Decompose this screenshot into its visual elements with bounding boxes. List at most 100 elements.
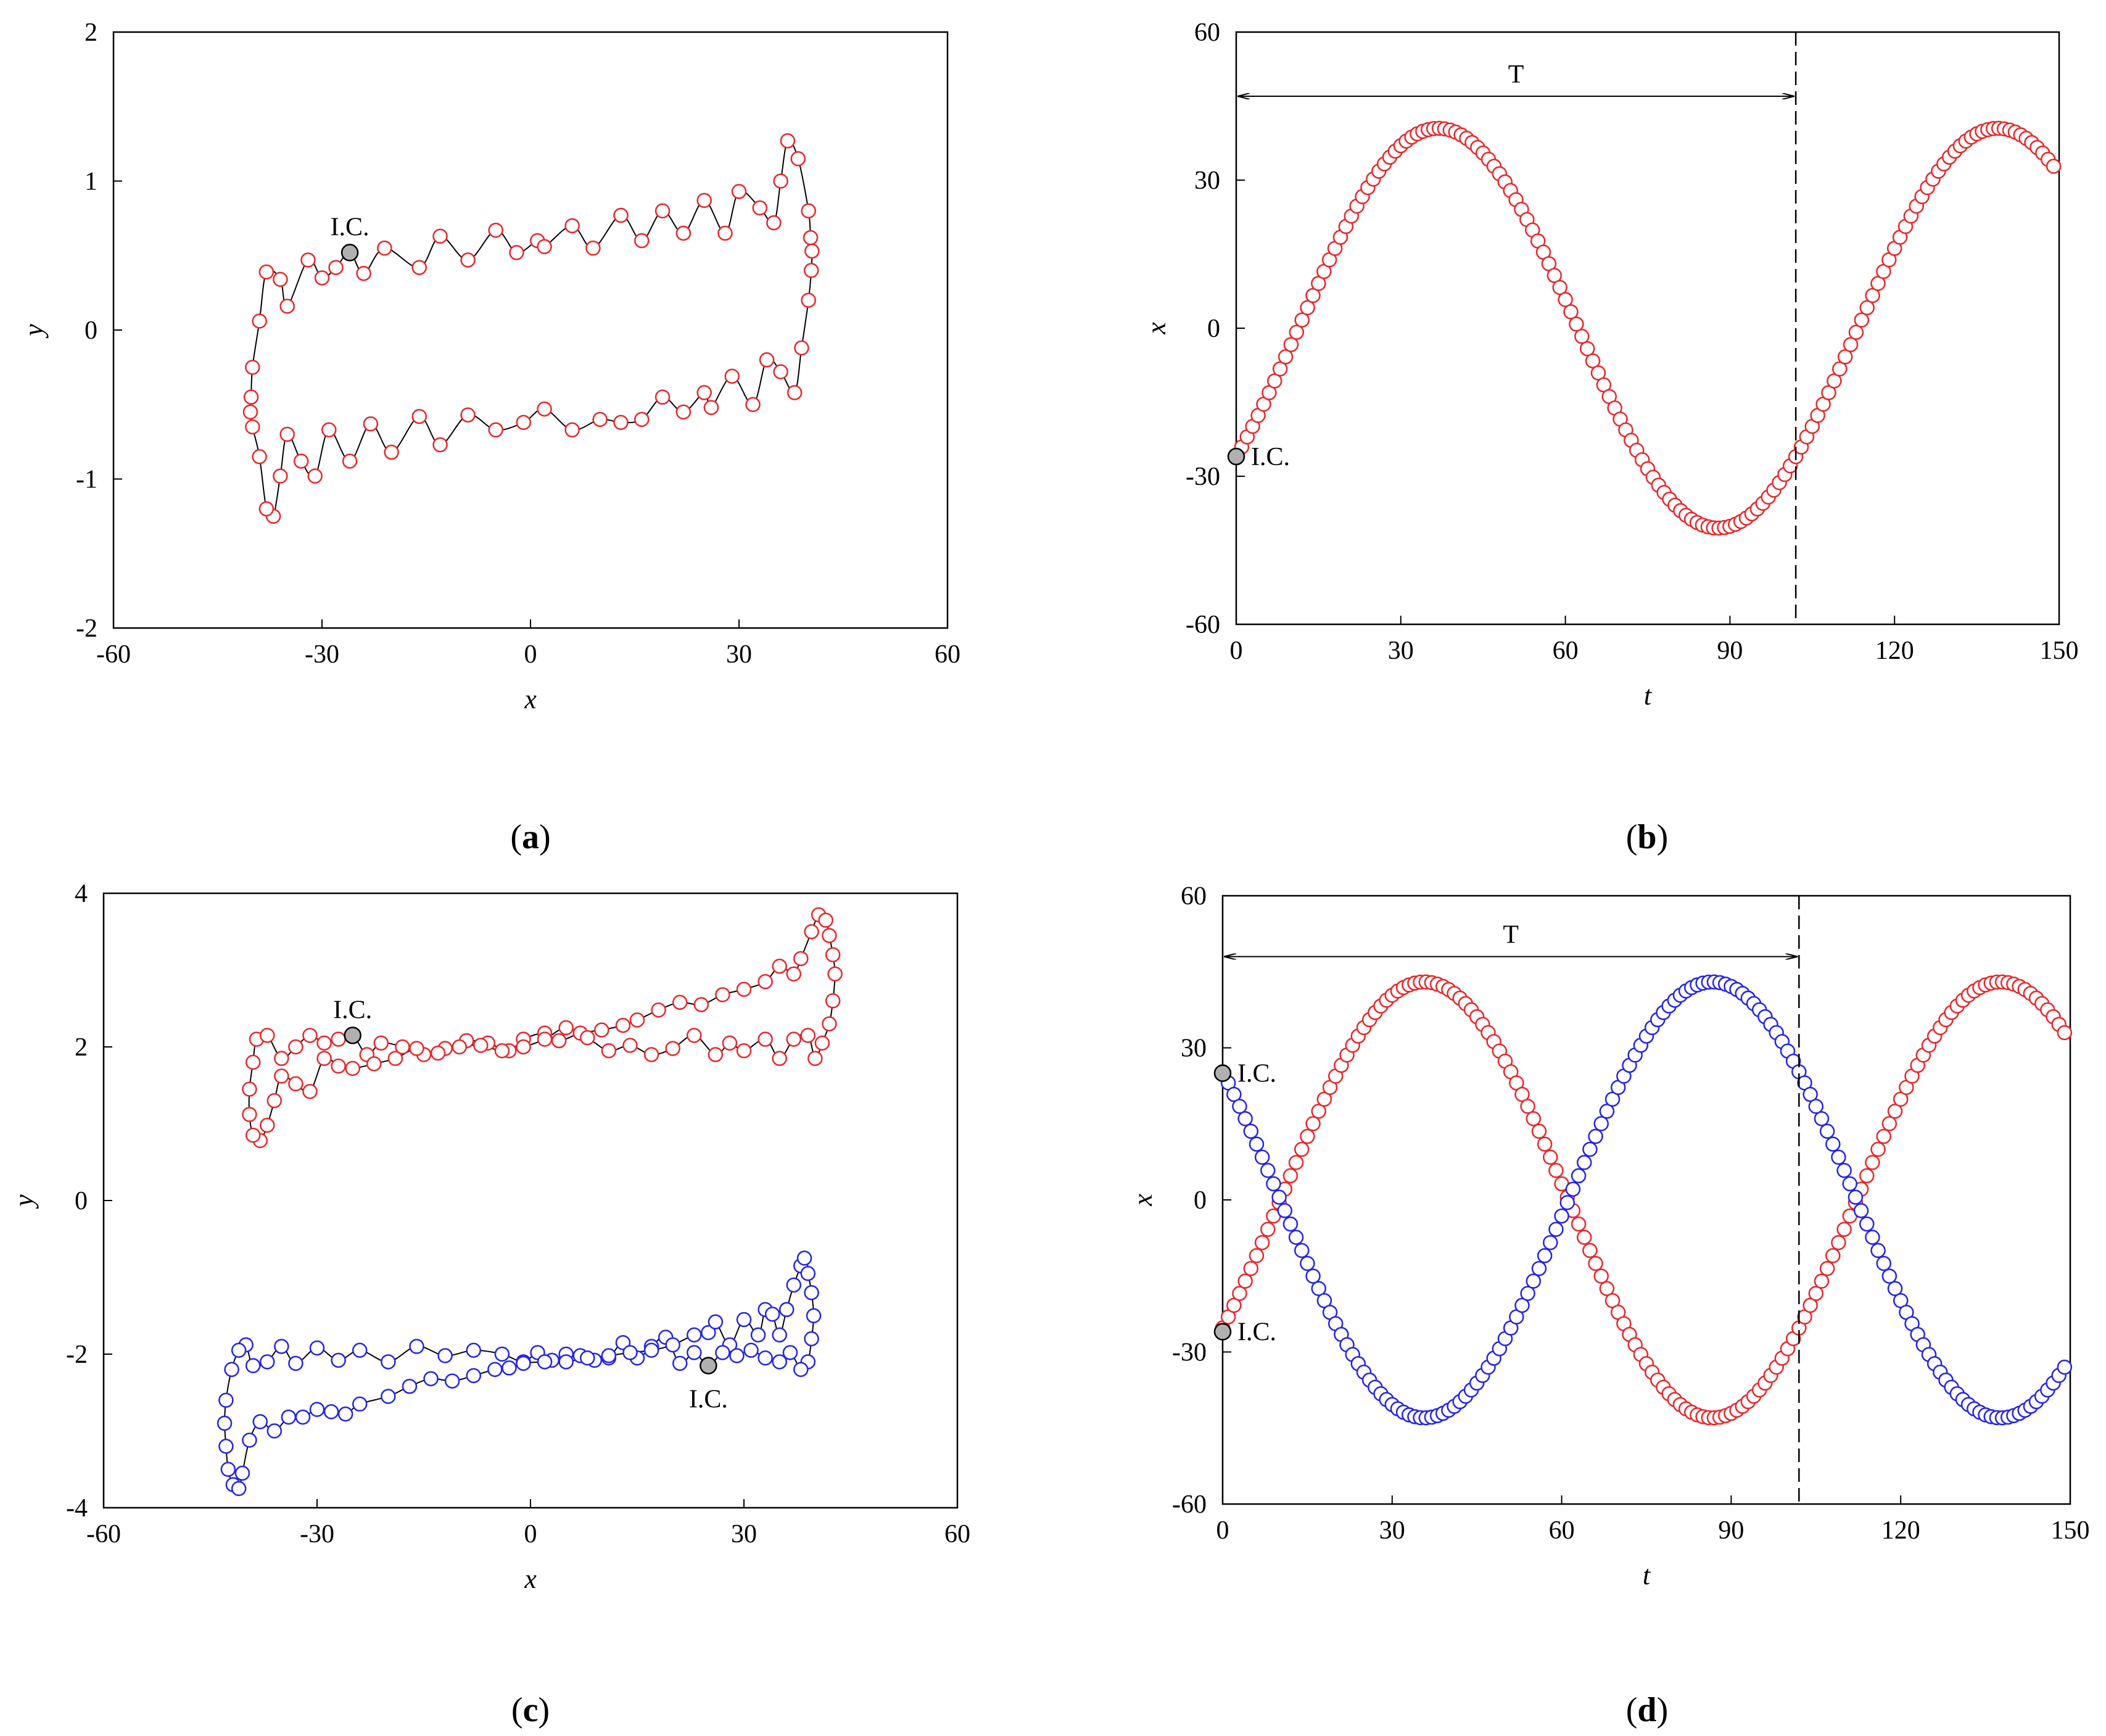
data-point [1836, 1221, 1852, 1237]
data-point [220, 1461, 236, 1477]
data-point [1582, 1141, 1598, 1157]
data-point [516, 415, 531, 430]
plot-frame [1235, 31, 2060, 626]
data-point [1282, 1216, 1299, 1232]
x-tick-label: 30 [726, 640, 752, 669]
data-point [594, 1022, 609, 1038]
data-point [772, 959, 787, 974]
data-point [437, 1348, 453, 1363]
y-tick-label: 0 [1207, 315, 1220, 343]
data-point [279, 426, 295, 442]
data-point [381, 1389, 396, 1404]
data-point [260, 1354, 275, 1370]
data-point [509, 245, 524, 260]
data-point [245, 1054, 261, 1070]
data-point [1226, 1086, 1242, 1102]
data-point [1243, 1260, 1259, 1276]
data-point [252, 1414, 268, 1429]
caption-letter: d [1637, 1691, 1656, 1729]
data-point [1808, 1286, 1824, 1301]
data-point [715, 1345, 730, 1360]
data-point [822, 1016, 837, 1031]
data-point [1865, 1155, 1880, 1170]
data-point [1548, 1163, 1564, 1178]
period-label: T [1503, 921, 1519, 949]
data-point [687, 1327, 702, 1343]
data-point [245, 1358, 261, 1373]
data-point [1588, 1128, 1603, 1144]
data-point [345, 1060, 360, 1077]
data-point [452, 1039, 467, 1055]
data-point [693, 997, 709, 1012]
data-point [1278, 349, 1294, 365]
panel-caption: (b) [1626, 818, 1668, 856]
data-point [736, 1312, 752, 1328]
data-point [804, 924, 819, 940]
data-point [758, 973, 773, 990]
data-point [780, 133, 796, 149]
data-point [1526, 1111, 1542, 1126]
data-point [1876, 1255, 1891, 1271]
data-point [218, 1392, 234, 1408]
x-tick-label: 0 [524, 1520, 537, 1548]
data-point [804, 243, 820, 259]
panel-caption: (a) [510, 818, 550, 856]
data-point [696, 192, 712, 209]
x-axis-label: t [1643, 1560, 1651, 1590]
data-point [592, 411, 608, 428]
data-point [245, 419, 260, 435]
data-point [1576, 1155, 1592, 1170]
data-point [423, 1371, 439, 1387]
data-point [651, 1002, 666, 1018]
data-point [316, 1051, 332, 1066]
data-point [1271, 1189, 1287, 1205]
data-point [316, 1035, 332, 1051]
data-point [818, 912, 833, 928]
data-point [494, 1043, 510, 1059]
data-point [252, 313, 267, 329]
data-point [1514, 1086, 1530, 1102]
data-point [759, 352, 775, 368]
y-tick-label: -2 [66, 1341, 88, 1369]
data-point [430, 1045, 446, 1061]
x-axis-label: t [1644, 680, 1653, 711]
data-point [243, 389, 259, 405]
initial-condition-label: I.C. [689, 1386, 728, 1414]
data-point [1514, 1297, 1530, 1313]
initial-condition-label: I.C. [1237, 1060, 1276, 1088]
x-tick-label: -60 [86, 1520, 121, 1548]
data-point [258, 264, 275, 280]
plot-frame [102, 892, 959, 1509]
data-point [1593, 1116, 1609, 1131]
data-point [242, 1432, 257, 1448]
data-point [1881, 1116, 1897, 1131]
initial-condition-marker [1227, 447, 1245, 466]
data-point [807, 1051, 823, 1066]
x-tick-label: 0 [1216, 1516, 1229, 1545]
data-point [724, 368, 740, 384]
data-point [772, 1354, 787, 1370]
data-point [300, 252, 316, 268]
data-point [1537, 1136, 1553, 1152]
data-point [1288, 1155, 1304, 1170]
data-point [1537, 1248, 1553, 1263]
y-axis-label: y [9, 1194, 39, 1209]
initial-condition-marker [1213, 1064, 1232, 1082]
data-point [814, 1035, 830, 1051]
data-point [1237, 1273, 1253, 1289]
data-point [1574, 329, 1590, 344]
data-point [764, 1307, 780, 1322]
data-point [295, 1409, 311, 1425]
initial-condition-marker [700, 1357, 717, 1374]
data-point [825, 993, 841, 1009]
x-tick-label: 30 [1388, 637, 1414, 665]
data-point [786, 1277, 801, 1293]
data-point [601, 1043, 617, 1059]
data-point [558, 1354, 574, 1370]
data-point [258, 501, 275, 517]
data-point [331, 1058, 346, 1074]
data-point [293, 453, 309, 469]
data-point [613, 415, 629, 430]
x-tick-label: 60 [944, 1520, 970, 1548]
